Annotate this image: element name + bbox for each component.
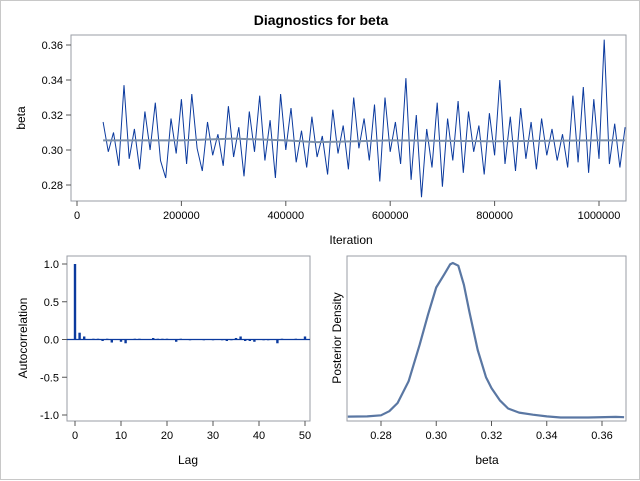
acf-bar xyxy=(303,336,307,340)
acf-plot-frame xyxy=(66,255,311,422)
y-tick-label: 0.28 xyxy=(42,180,63,192)
trace-x-label: Iteration xyxy=(329,233,372,247)
acf-bar xyxy=(253,339,256,342)
x-tick-label: 0 xyxy=(72,430,78,442)
x-tick-label: 10 xyxy=(115,430,127,442)
x-tick-label: 20 xyxy=(161,430,173,442)
acf-bar xyxy=(152,337,155,340)
acf-bar xyxy=(119,339,123,342)
x-tick-label: 800000 xyxy=(476,210,513,222)
acf-bar xyxy=(83,336,86,340)
acf-bar xyxy=(225,339,228,342)
x-tick-label: 200000 xyxy=(163,210,200,222)
acf-bar xyxy=(239,336,242,340)
acf-x-label: Lag xyxy=(178,453,198,467)
x-tick-label: 40 xyxy=(253,430,265,442)
acf-bar xyxy=(234,337,238,340)
density-plot-frame xyxy=(346,255,627,422)
x-tick-label: 600000 xyxy=(372,210,409,222)
trace-plot-frame xyxy=(70,34,627,202)
acf-bar xyxy=(101,339,104,342)
trace-line xyxy=(102,39,626,198)
y-tick-label: 0.5 xyxy=(44,297,59,309)
acf-bar xyxy=(248,339,251,342)
x-tick-label: 1000000 xyxy=(578,210,621,222)
x-tick-label: 0 xyxy=(74,210,80,222)
acf-plot: 0 10 20 30 40 50 -1.0 -0.5 0.0 0.5 1.0 xyxy=(40,259,311,442)
y-tick-label: -1.0 xyxy=(40,410,59,422)
acf-bar xyxy=(244,339,247,342)
y-tick-label: 0.32 xyxy=(42,110,63,122)
x-tick-label: 400000 xyxy=(267,210,304,222)
density-plot: 0.28 0.30 0.32 0.34 0.36 xyxy=(347,261,625,442)
density-y-label: Posterior Density xyxy=(330,292,344,383)
figure-title: Diagnostics for beta xyxy=(254,12,389,28)
trace-y-label: beta xyxy=(14,106,28,130)
x-tick-label: 0.30 xyxy=(426,430,447,442)
trace-smooth-line xyxy=(103,137,626,144)
acf-bar xyxy=(276,339,279,344)
y-tick-label: -0.5 xyxy=(40,372,59,384)
density-curve xyxy=(347,261,625,419)
x-tick-label: 0.32 xyxy=(481,430,502,442)
trace-plot: 0 200000 400000 600000 800000 1000000 0.28 0.30… xyxy=(42,39,626,222)
y-tick-label: 0.36 xyxy=(42,40,63,52)
acf-bar xyxy=(78,332,81,340)
y-tick-label: 1.0 xyxy=(44,259,59,271)
y-tick-label: 0.0 xyxy=(44,335,59,347)
acf-y-label: Autocorrelation xyxy=(16,298,30,379)
x-tick-label: 30 xyxy=(207,430,219,442)
y-tick-label: 0.30 xyxy=(42,145,63,157)
acf-bar xyxy=(73,264,77,340)
x-tick-label: 0.28 xyxy=(370,430,391,442)
x-tick-label: 0.34 xyxy=(536,430,557,442)
acf-bar xyxy=(175,339,178,342)
y-tick-label: 0.34 xyxy=(42,75,63,87)
x-tick-label: 50 xyxy=(299,430,311,442)
x-tick-label: 0.36 xyxy=(591,430,612,442)
acf-bar xyxy=(124,339,127,344)
acf-bar xyxy=(110,339,113,343)
density-x-label: beta xyxy=(475,453,499,467)
